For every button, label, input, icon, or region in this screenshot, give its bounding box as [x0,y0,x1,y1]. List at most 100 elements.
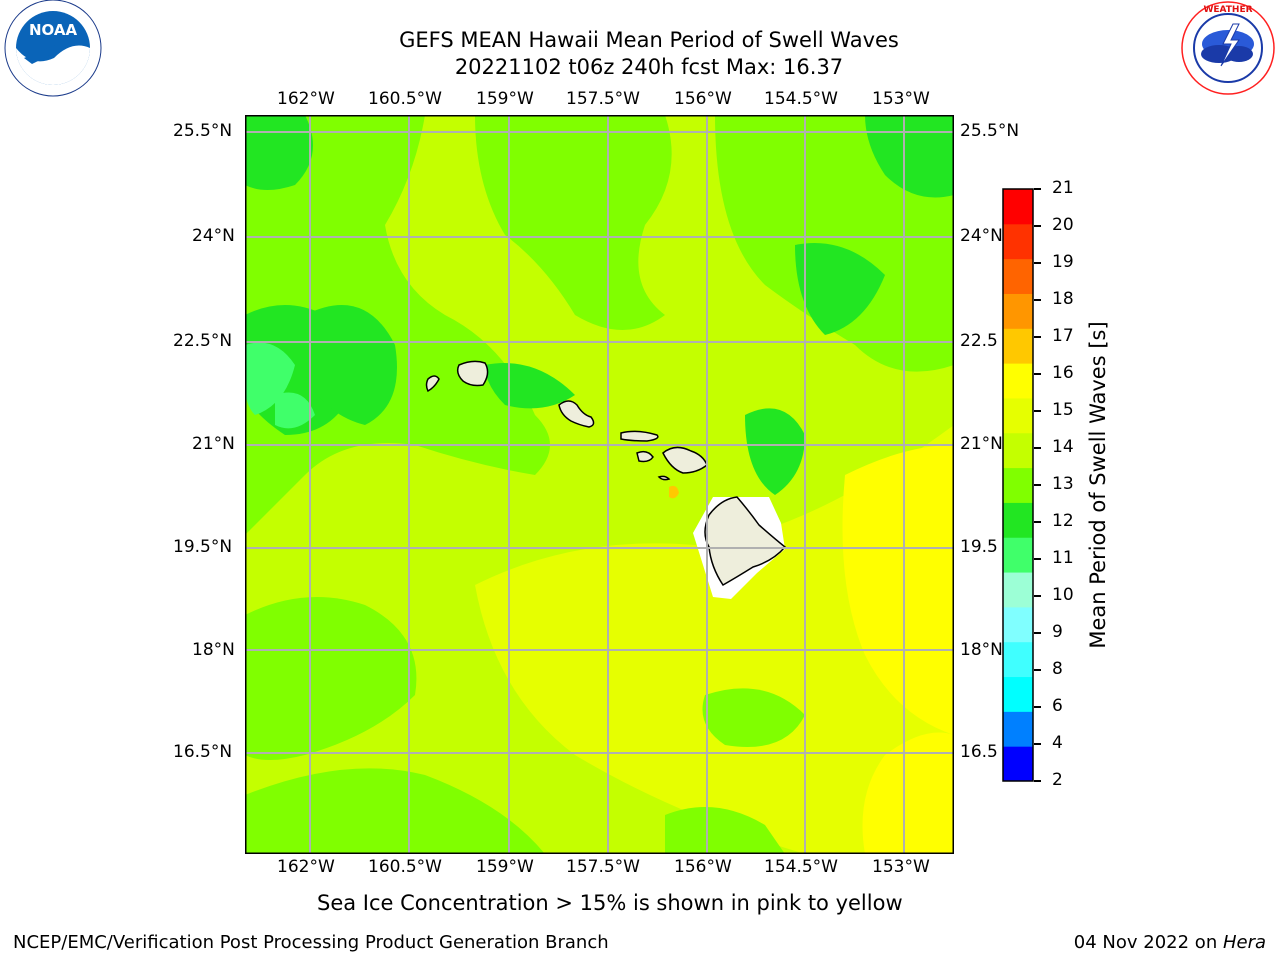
colorbar-segment [1003,572,1033,608]
colorbar-tick-label: 20 [1052,215,1074,235]
hawaiian-islands [425,360,708,481]
field-12-13s [245,115,550,535]
lat-label: 16.5°N [173,742,233,762]
colorbar-segment [1003,293,1033,329]
colorbar-tick-label: 18 [1052,289,1074,309]
colorbar-segment [1003,223,1033,260]
colorbar-segment [1003,189,1033,225]
colorbar-tick-label: 12 [1052,511,1074,531]
colorbar-tick-mark [1034,410,1041,412]
colorbar-segment [1003,502,1033,538]
svg-text:WEATHER: WEATHER [1203,5,1252,15]
lat-label: 19.5°N [173,537,233,557]
lon-label: 160.5°W [368,857,442,877]
colorbar-segment [1003,746,1033,782]
island-niihau [425,375,440,393]
colorbar-tick-mark [1034,188,1041,190]
island-kauai [456,360,489,387]
lat-label: 24°N [192,226,235,246]
colorbar-tick-mark [1034,743,1041,745]
colorbar-tick-label: 16 [1052,363,1074,383]
colorbar-tick-mark [1034,336,1041,338]
colorbar-tick-label: 2 [1052,770,1063,790]
colorbar-tick-label: 21 [1052,178,1074,198]
nws-logo: WEATHER [1181,1,1275,95]
lat-label: 18°N [960,640,1003,660]
colorbar-tick-label: 4 [1052,733,1063,753]
lon-label: 162°W [277,857,335,877]
colorbar-tick-label: 17 [1052,326,1074,346]
colorbar-tick-label: 15 [1052,400,1074,420]
field-10-11s [245,342,295,415]
lat-label: 18°N [192,640,235,660]
colorbar [1002,188,1034,782]
colorbar-tick-mark [1034,632,1041,634]
colorbar-segment [1003,397,1033,434]
colorbar-tick-label: 9 [1052,622,1063,642]
colorbar-tick-mark [1034,225,1041,227]
field-11-12s [745,408,805,495]
colorbar-tick-mark [1034,373,1041,375]
field-12-13s [702,688,805,747]
island-kahoolawe [657,475,671,481]
colorbar-segment [1003,711,1033,747]
field-16-17s [669,485,679,499]
field-15-16s [842,445,954,735]
lon-label: 162°W [277,89,335,109]
swell-period-map [245,115,954,854]
colorbar-tick-label: 14 [1052,437,1074,457]
lon-label: 157.5°W [566,89,640,109]
footer-date: 04 Nov 2022 on Hera [1074,932,1266,953]
colorbar-segment [1003,606,1033,643]
field-12-13s [475,115,672,330]
lon-label: 156°W [674,857,732,877]
lat-label: 25.5°N [960,121,1020,141]
field-11-12s [865,115,954,198]
colorbar-tick-mark [1034,447,1041,449]
colorbar-tick-mark [1034,780,1041,782]
colorbar-tick-mark [1034,299,1041,301]
colorbar-segment [1003,363,1033,399]
footer-date-text: 04 Nov 2022 on [1073,932,1223,953]
lon-label: 156°W [674,89,732,109]
colorbar-tick-mark [1034,706,1041,708]
island-oahu [558,400,595,428]
island-molokai [620,430,659,442]
field-11-12s [245,115,313,190]
field-14-15s [475,425,954,854]
lon-label: 154.5°W [764,89,838,109]
chart-title: GEFS MEAN Hawaii Mean Period of Swell Wa… [399,28,899,52]
chart-subtitle: 20221102 t06z 240h fcst Max: 16.37 [454,55,844,79]
lat-label: 24°N [960,226,1003,246]
field-10-11s [275,392,315,429]
field-11-12s [485,363,575,409]
sea-ice-note: Sea Ice Concentration > 15% is shown in … [317,891,903,915]
colorbar-segment [1003,328,1033,364]
colorbar-segment [1003,641,1033,678]
lon-label: 159°W [476,89,534,109]
field-12-13s [245,768,545,854]
island-hawaii [704,496,787,586]
lat-label: 21°N [192,434,235,454]
colorbar-tick-label: 8 [1052,659,1063,679]
lon-label: 153°W [872,857,930,877]
lon-label: 159°W [476,857,534,877]
field-11-12s [795,243,885,335]
colorbar-tick-mark [1034,669,1041,671]
field-15-16s [862,732,954,854]
colorbar-tick-mark [1034,484,1041,486]
colorbar-segment [1003,676,1033,712]
lon-label: 154.5°W [764,857,838,877]
colorbar-tick-label: 19 [1052,252,1074,272]
field-12-13s [665,807,785,854]
colorbar-tick-label: 13 [1052,474,1074,494]
colorbar-tick-mark [1034,558,1041,560]
colorbar-tick-label: 10 [1052,585,1074,605]
colorbar-frame [1002,188,1034,782]
colorbar-tick-label: 6 [1052,696,1063,716]
colorbar-tick-mark [1034,521,1041,523]
colorbar-tick-mark [1034,595,1041,597]
map-frame [245,115,954,854]
colorbar-tick-label: 11 [1052,548,1074,568]
field-12-13s [245,597,417,760]
